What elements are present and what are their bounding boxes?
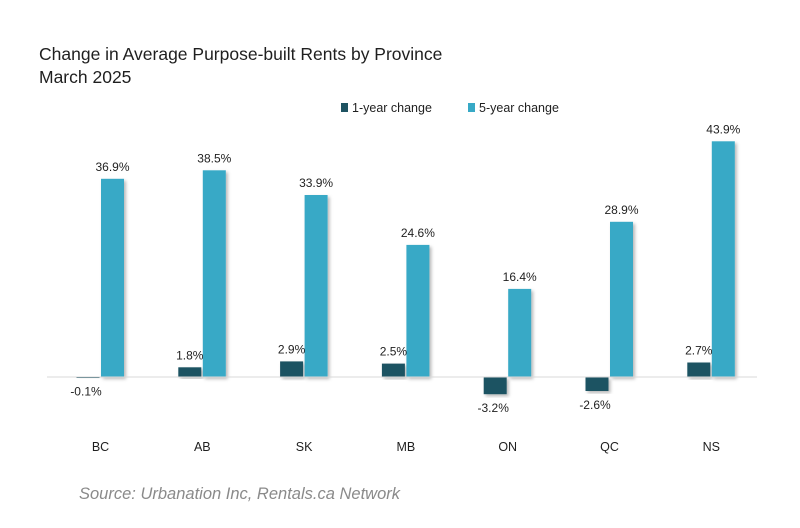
source-note: Source: Urbanation Inc, Rentals.ca Netwo… <box>79 485 400 503</box>
chart-legend: 1-year change 5-year change <box>341 101 559 115</box>
label-1-year-on: -3.2% <box>478 401 510 415</box>
label-5-year-qc: 28.9% <box>604 203 638 217</box>
bar-5-year-ns <box>711 141 735 377</box>
label-1-year-bc: -0.1% <box>70 385 102 399</box>
bar-1-year-qc <box>585 377 609 391</box>
label-1-year-sk: 2.9% <box>278 342 306 356</box>
bar-1-year-mb <box>381 363 405 377</box>
label-5-year-on: 16.4% <box>503 270 537 284</box>
legend-label: 1-year change <box>352 101 432 115</box>
category-label-ns: NS <box>703 440 720 454</box>
label-1-year-qc: -2.6% <box>579 398 611 412</box>
bar-1-year-sk <box>280 361 304 377</box>
bar-5-year-ab <box>202 170 226 377</box>
legend-swatch <box>341 103 348 112</box>
bar-1-year-on <box>483 377 507 395</box>
legend-item-5-year: 5-year change <box>468 101 559 115</box>
bar-5-year-sk <box>304 195 328 377</box>
label-5-year-ab: 38.5% <box>197 151 231 165</box>
category-label-mb: MB <box>397 440 416 454</box>
legend-label: 5-year change <box>479 101 559 115</box>
chart-title-line-1: Change in Average Purpose-built Rents by… <box>39 44 443 64</box>
bar-5-year-bc <box>101 178 124 377</box>
bar-1-year-ns <box>687 362 711 377</box>
category-label-bc: BC <box>92 440 109 454</box>
legend-swatch <box>468 103 475 112</box>
legend-item-1-year: 1-year change <box>341 101 432 115</box>
category-label-qc: QC <box>600 440 619 454</box>
category-label-on: ON <box>498 440 517 454</box>
label-1-year-ns: 2.7% <box>685 344 713 358</box>
category-labels-group: BC AB SK MB ON QC NS <box>92 440 720 454</box>
bar-5-year-on <box>508 288 532 377</box>
label-5-year-sk: 33.9% <box>299 176 333 190</box>
chart-title: Change in Average Purpose-built Rents by… <box>39 43 442 89</box>
bar-1-year-ab <box>178 367 202 377</box>
label-1-year-ab: 1.8% <box>176 348 204 362</box>
bar-5-year-mb <box>406 244 430 377</box>
category-label-sk: SK <box>296 440 313 454</box>
label-1-year-mb: 2.5% <box>380 345 408 359</box>
bar-5-year-qc <box>610 221 633 377</box>
bars-group <box>76 141 735 395</box>
value-labels-group: -0.1% 36.9% 1.8% 38.5% 2.9% 33.9% 2.5% 24.6% -3.… <box>70 122 740 415</box>
category-label-ab: AB <box>194 440 211 454</box>
chart-title-line-2: March 2025 <box>39 67 132 87</box>
label-5-year-ns: 43.9% <box>706 122 740 136</box>
label-5-year-bc: 36.9% <box>95 160 129 174</box>
label-5-year-mb: 24.6% <box>401 226 435 240</box>
